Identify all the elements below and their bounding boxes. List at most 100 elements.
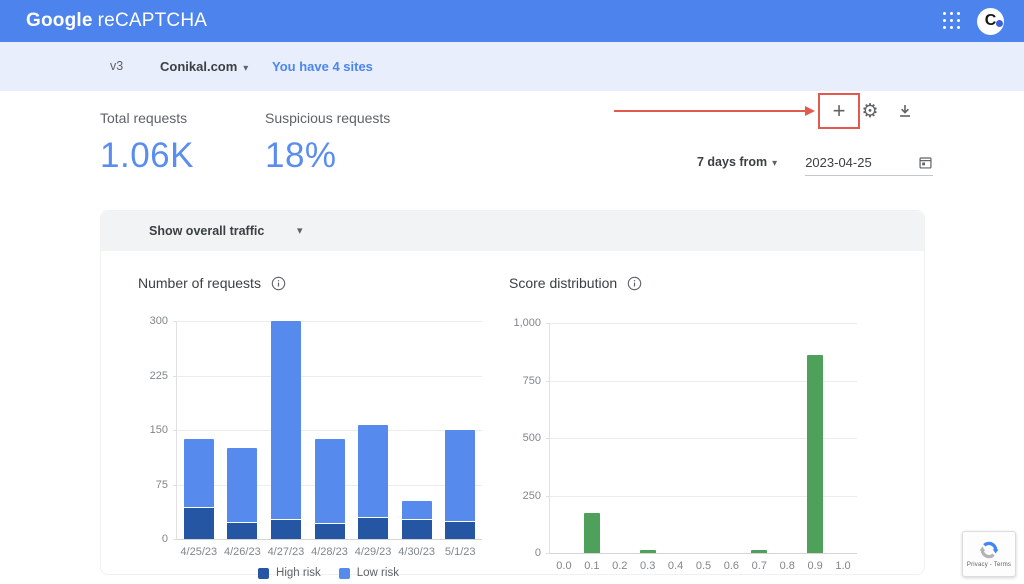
bar-score xyxy=(639,550,656,553)
x-axis-label: 0.5 xyxy=(695,560,712,572)
app-header: Google reCAPTCHA C xyxy=(0,0,1024,42)
stat-label: Suspicious requests xyxy=(265,110,391,126)
x-axis-label: 5/1/23 xyxy=(444,546,476,558)
site-selector[interactable]: Conikal.com ▾ xyxy=(160,42,248,91)
bar-low-risk xyxy=(227,448,258,523)
settings-button[interactable]: ⚙ xyxy=(856,97,884,125)
bar-high-risk xyxy=(227,523,258,539)
date-filter: 7 days from ▾ xyxy=(697,155,934,176)
bar-score xyxy=(583,512,600,553)
stat-value: 18% xyxy=(265,136,337,175)
axis-tick xyxy=(546,323,550,324)
calendar-icon[interactable] xyxy=(918,155,933,170)
bar-low-risk xyxy=(270,321,301,520)
axis-tick xyxy=(173,321,177,322)
x-axis-label: 0.8 xyxy=(779,560,795,572)
bar-low-risk xyxy=(314,438,345,523)
bar-high-risk xyxy=(445,522,476,539)
axis-tick xyxy=(546,438,550,439)
info-icon[interactable] xyxy=(627,276,642,291)
bar-high-risk xyxy=(358,517,389,539)
version-label: v3 xyxy=(110,59,124,73)
y-axis-label: 150 xyxy=(149,424,168,436)
bar-high-risk xyxy=(270,520,301,539)
annotation-arrow xyxy=(614,106,815,116)
axis-tick xyxy=(173,539,177,540)
legend-label: Low risk xyxy=(356,567,399,579)
chart-title-text: Score distribution xyxy=(509,275,618,291)
x-axis-label: 4/27/23 xyxy=(267,546,305,558)
axis-tick xyxy=(546,380,550,382)
bar-high-risk xyxy=(183,507,214,539)
recaptcha-logo-icon xyxy=(979,541,999,559)
gridline xyxy=(177,321,482,322)
add-site-button[interactable]: + xyxy=(832,98,846,123)
header-actions: C xyxy=(943,7,1004,35)
date-field xyxy=(805,155,934,176)
axis-tick xyxy=(546,495,550,497)
chevron-down-icon: ▾ xyxy=(243,63,249,74)
date-range-selector[interactable]: 7 days from ▾ xyxy=(697,155,777,176)
gridline xyxy=(550,323,857,324)
x-axis-label: 4/30/23 xyxy=(398,546,435,558)
avatar-dot xyxy=(996,19,1003,27)
bar-score xyxy=(807,355,824,553)
stat-total-requests: Total requests 1.06K xyxy=(100,110,194,176)
gridline xyxy=(550,495,857,497)
axis-tick xyxy=(546,553,550,554)
site-toolbar: v3 Conikal.com ▾ You have 4 sites + ⚙ xyxy=(0,42,1024,129)
x-axis-label: 0.3 xyxy=(640,560,656,572)
y-axis-label: 750 xyxy=(522,374,541,387)
bar-low-risk xyxy=(445,430,476,522)
legend-item: Low risk xyxy=(338,567,399,579)
x-axis-label: 4/26/23 xyxy=(223,546,261,558)
site-name: Conikal.com xyxy=(160,59,238,74)
x-axis-label: 0.2 xyxy=(612,560,628,572)
sites-count-link[interactable]: You have 4 sites xyxy=(272,59,373,74)
legend-label: High risk xyxy=(276,567,321,579)
x-axis-label: 0.7 xyxy=(751,560,767,572)
recaptcha-badge: Privacy - Terms xyxy=(962,531,1016,577)
y-axis-label: 0 xyxy=(534,547,541,559)
bar-low-risk xyxy=(358,424,389,517)
chart-title-text: Number of requests xyxy=(138,275,261,291)
gridline xyxy=(177,539,482,540)
requests-bar-chart: 0 75 150 225 300 4/25/23 4/26/23 4/27/23 4/28/23… xyxy=(150,315,482,558)
score-chart-title: Score distribution xyxy=(509,275,642,291)
apps-grid-icon[interactable] xyxy=(943,12,961,30)
axis-tick xyxy=(173,484,177,486)
x-axis-label: 0.6 xyxy=(723,560,740,572)
traffic-charts-card: Show overall traffic ▾ Number of request… xyxy=(100,210,925,579)
chevron-down-icon: ▾ xyxy=(297,225,303,237)
legend-swatch xyxy=(258,567,270,579)
brand-logo: Google reCAPTCHA xyxy=(26,10,207,32)
download-button[interactable] xyxy=(891,97,919,125)
requests-chart-title: Number of requests xyxy=(138,275,286,291)
date-range-label: 7 days from xyxy=(697,155,768,169)
axis-tick xyxy=(173,430,177,431)
download-icon xyxy=(900,105,910,117)
legend-item: High risk xyxy=(258,567,321,579)
y-axis-label: 0 xyxy=(161,533,168,545)
y-axis-label: 500 xyxy=(522,432,541,444)
bar-high-risk xyxy=(401,520,432,539)
x-axis-label: 0.1 xyxy=(584,560,600,572)
x-axis-label: 4/25/23 xyxy=(180,546,218,558)
x-axis-label: 0.9 xyxy=(807,560,823,572)
bar-low-risk xyxy=(401,500,432,520)
privacy-terms-link[interactable]: Privacy - Terms xyxy=(966,562,1012,568)
avatar-letter: C xyxy=(984,12,997,29)
traffic-type-dropdown[interactable]: Show overall traffic ▾ xyxy=(101,211,924,251)
google-wordmark: Google xyxy=(26,10,93,31)
info-icon[interactable] xyxy=(271,276,286,291)
avatar[interactable]: C xyxy=(977,7,1004,35)
gridline xyxy=(177,375,482,377)
x-axis-label: 4/29/23 xyxy=(354,546,392,558)
y-axis-label: 1,000 xyxy=(513,317,541,329)
bar-low-risk xyxy=(183,438,214,507)
legend-swatch xyxy=(338,567,350,579)
y-axis-label: 75 xyxy=(155,478,168,491)
date-input[interactable] xyxy=(805,155,898,170)
bar-score xyxy=(751,550,768,553)
